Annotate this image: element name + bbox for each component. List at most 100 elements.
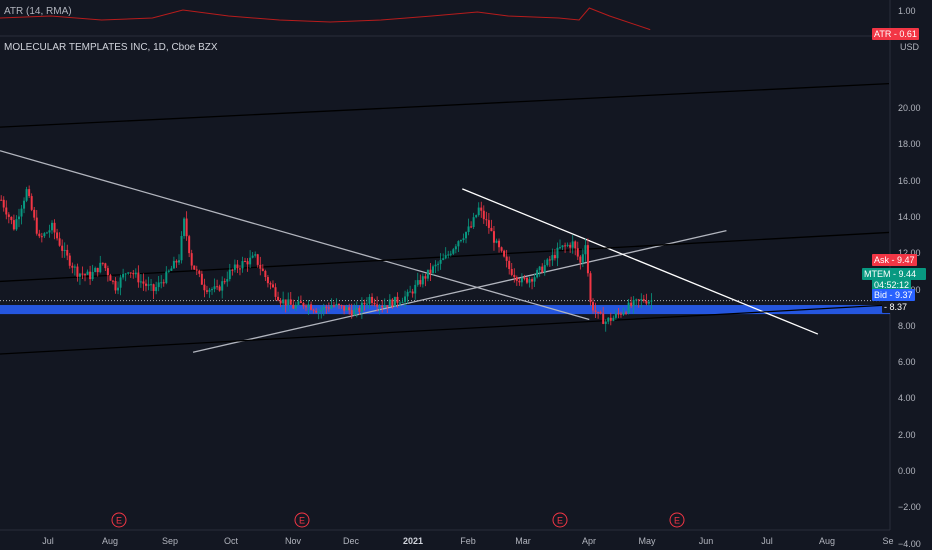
candle-body <box>264 270 267 278</box>
candle-body <box>58 238 61 246</box>
x-tick-label: Oct <box>223 536 239 546</box>
trendline-0 <box>0 150 590 321</box>
candle-body <box>477 207 480 216</box>
candle-body <box>287 299 290 306</box>
candle-body <box>211 289 214 291</box>
x-tick-label: Jun <box>698 536 714 546</box>
candle-body <box>244 261 247 263</box>
candle-body <box>459 240 462 242</box>
candle-body <box>94 267 97 272</box>
candle-body <box>650 300 653 302</box>
candle-body <box>233 264 236 270</box>
earnings-marker[interactable]: E <box>552 512 568 528</box>
candle-body <box>165 271 168 283</box>
candle-body <box>312 309 315 311</box>
candle-body <box>109 275 112 281</box>
candle-body <box>213 286 216 290</box>
trendline-5 <box>0 304 890 355</box>
candle-body <box>167 270 170 272</box>
x-tick-label: Aug <box>101 536 119 546</box>
candle-body <box>612 317 615 321</box>
candle-body <box>302 303 305 307</box>
candle-body <box>221 281 224 291</box>
candle-body <box>617 313 620 315</box>
candle-body <box>566 244 569 246</box>
candle-body <box>40 236 43 238</box>
candle-body <box>104 263 107 269</box>
candle-body <box>251 255 254 258</box>
earnings-marker[interactable]: E <box>669 512 685 528</box>
candle-body <box>365 303 368 305</box>
candle-body <box>424 276 427 279</box>
candle-body <box>498 240 501 248</box>
candle-body <box>579 256 582 263</box>
candle-body <box>490 227 493 232</box>
candle-body <box>170 268 173 271</box>
candle-body <box>635 299 638 301</box>
atr-top-tick: 1.00 <box>898 6 916 16</box>
candle-body <box>2 199 5 208</box>
earnings-marker[interactable]: E <box>294 512 310 528</box>
candle-body <box>78 273 81 277</box>
candle-body <box>106 268 109 276</box>
candle-body <box>226 279 229 282</box>
candle-body <box>482 210 485 220</box>
candle-body <box>614 313 617 318</box>
y-tick-label: 12.00 <box>898 248 921 258</box>
candle-body <box>35 217 38 234</box>
candle-body <box>30 196 33 210</box>
candle-body <box>378 305 381 307</box>
candle-body <box>561 245 564 248</box>
atr-title: ATR (14, RMA) <box>4 6 72 17</box>
earnings-marker[interactable]: E <box>111 512 127 528</box>
candle-body <box>376 304 379 307</box>
x-tick-label: Sep <box>161 536 179 546</box>
candle-body <box>508 260 511 269</box>
candle-body <box>495 240 498 243</box>
candle-body <box>198 270 201 274</box>
candle-body <box>622 312 625 315</box>
candle-body <box>350 310 353 316</box>
candle-body <box>231 269 234 271</box>
candle-body <box>645 300 648 304</box>
candle-body <box>271 284 274 288</box>
candle-body <box>317 311 320 313</box>
candle-body <box>178 260 180 263</box>
candle-body <box>442 258 445 260</box>
candle-body <box>439 259 442 264</box>
candle-body <box>45 232 48 234</box>
candle-body <box>619 313 622 315</box>
x-tick-label: Dec <box>342 536 360 546</box>
candle-body <box>559 247 561 249</box>
candle-body <box>421 276 424 285</box>
candle-body <box>111 280 114 282</box>
candle-body <box>274 287 277 297</box>
candle-body <box>84 274 87 276</box>
x-tick-label: Nov <box>284 536 302 546</box>
candle-body <box>236 264 239 269</box>
candle-body <box>277 296 280 301</box>
candle-body <box>569 244 572 248</box>
candle-body <box>38 233 41 237</box>
candle-body <box>528 279 531 283</box>
trendline-3 <box>0 82 890 128</box>
candle-body <box>23 200 26 209</box>
candle-body <box>180 235 183 261</box>
support-band <box>0 305 890 315</box>
candle-body <box>383 305 386 308</box>
candle-body <box>185 218 188 237</box>
candle-body <box>307 304 310 308</box>
candle-body <box>553 255 556 259</box>
candle-body <box>208 289 211 292</box>
candle-body <box>96 267 99 273</box>
candle-body <box>25 189 28 201</box>
candle-body <box>426 269 429 279</box>
candle-body <box>602 313 605 324</box>
candle-body <box>51 222 53 231</box>
candle-body <box>91 271 94 280</box>
x-tick-label: 2021 <box>402 536 424 546</box>
trendline-1 <box>192 229 727 353</box>
candle-body <box>581 254 584 263</box>
